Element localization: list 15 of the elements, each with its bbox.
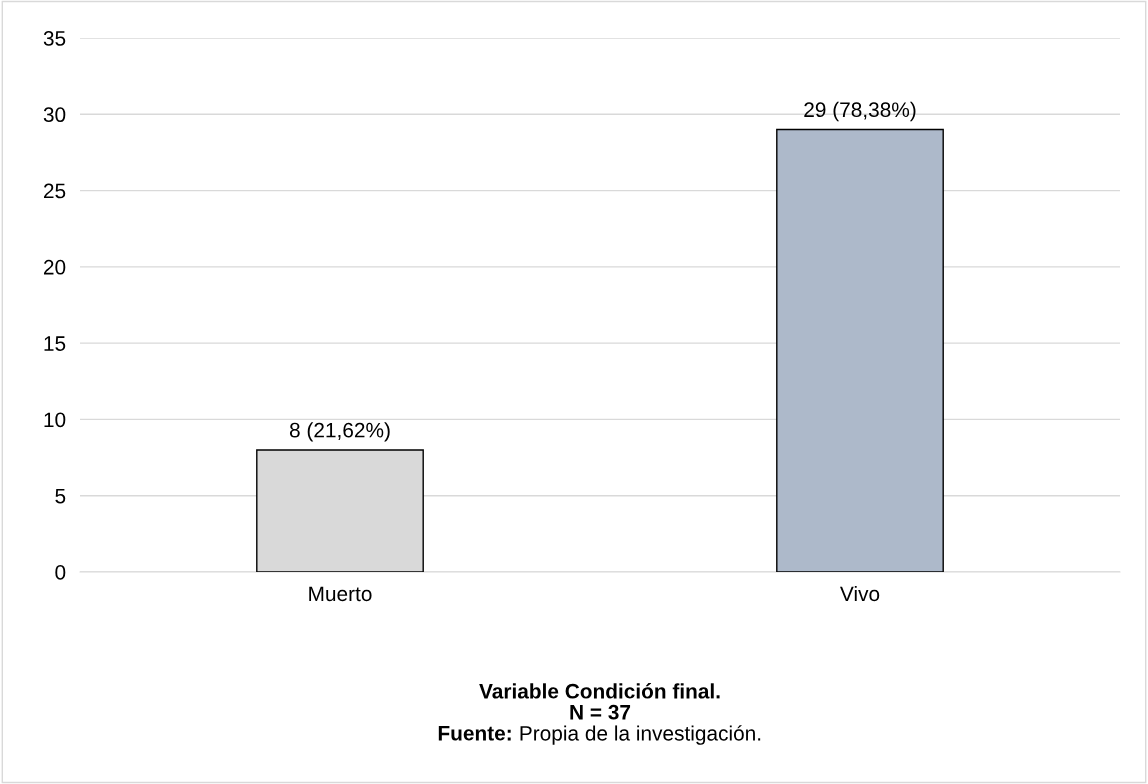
y-tick-label: 10 — [44, 412, 66, 428]
source-note: Fuente: Propia de la investigación. — [438, 725, 761, 745]
y-tick-label: 5 — [55, 488, 66, 504]
text: N = 37 — [570, 704, 631, 720]
data-label: 29 (78,38%) — [804, 101, 916, 122]
y-tick-label: 30 — [43, 107, 66, 123]
x-tick-label: Muerto — [309, 586, 372, 602]
x-axis-title: Variable Condición final. — [479, 683, 720, 699]
y-tick-label: 25 — [43, 183, 66, 199]
y-tick-label: 15 — [44, 336, 66, 351]
data-label: 8 (21,62%) — [289, 422, 390, 442]
y-tick-label: 0 — [55, 565, 66, 580]
x-tick-label: Vivo — [840, 585, 880, 602]
y-tick-label: 35 — [43, 31, 66, 46]
y-tick-label: 20 — [43, 259, 66, 275]
